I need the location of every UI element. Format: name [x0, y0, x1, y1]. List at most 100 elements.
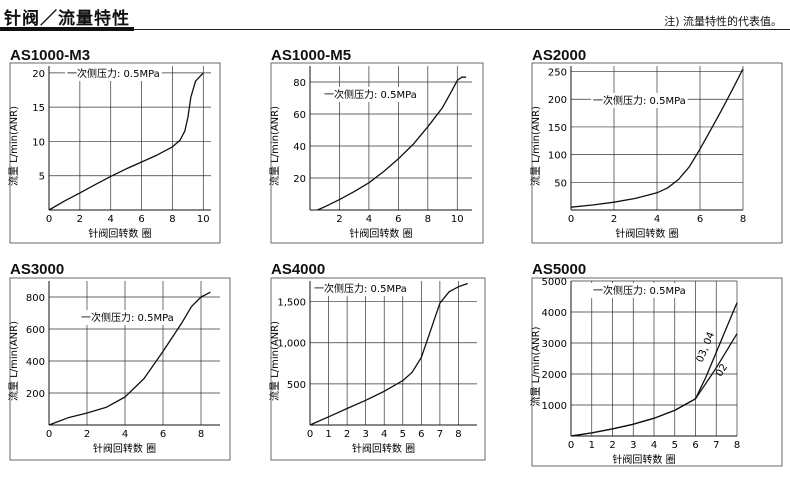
x-tick-label: 8: [734, 440, 740, 451]
x-tick-label: 8: [740, 214, 746, 225]
x-tick-label: 1: [325, 429, 331, 440]
x-tick-label: 0: [46, 429, 52, 440]
x-tick-label: 6: [697, 214, 703, 225]
x-tick-label: 10: [197, 214, 210, 225]
y-tick-label: 400: [26, 357, 45, 368]
x-axis-label: 针阀回转数 圈: [612, 453, 675, 466]
series-line: [48, 291, 211, 426]
annotation-bg: [591, 93, 688, 108]
x-tick-label: 4: [366, 214, 372, 225]
y-tick-label: 60: [293, 110, 306, 121]
chart-frame: [9, 62, 221, 244]
y-tick-label: 2000: [542, 370, 567, 381]
series-line: [317, 76, 467, 211]
y-tick-label: 600: [26, 325, 45, 336]
y-tick-label: 5: [39, 172, 45, 183]
chart-4: 0 1 2 3 4 5 6 7 8 500 1,000 1,500 针阀回转数 圈 流量 L/min(AN…: [268, 277, 486, 461]
x-tick-label: 4: [381, 429, 387, 440]
x-tick-label: 2: [609, 440, 615, 451]
x-tick-label: 6: [160, 429, 166, 440]
chart-title-as1000-m3: AS1000-M3: [10, 47, 91, 64]
annotation-pressure: 一次侧压力: 0.5MPa: [81, 311, 174, 324]
annotation-bg: [65, 66, 162, 81]
x-axis-label: 针阀回转数 圈: [352, 442, 415, 455]
x-tick-label: 5: [672, 440, 678, 451]
annotation-bg: [79, 310, 176, 325]
y-axis-label: 流量 L/min(ANR): [268, 106, 281, 186]
x-tick-label: 8: [198, 429, 204, 440]
x-tick-label: 5: [400, 429, 406, 440]
chart-frame: [531, 277, 783, 467]
y-tick-label: 150: [548, 123, 567, 134]
x-tick-label: 8: [425, 214, 431, 225]
chart-title-as1000-m5: AS1000-M5: [271, 47, 352, 64]
x-tick-label: 2: [611, 214, 617, 225]
x-axis-label: 针阀回转数 圈: [88, 227, 151, 240]
x-tick-label: 4: [654, 214, 660, 225]
x-tick-label: 2: [77, 214, 83, 225]
annotation-pressure: 一次侧压力: 0.5MPa: [593, 94, 686, 107]
annotation-pressure: 一次侧压力: 0.5MPa: [324, 88, 417, 101]
chart-3: 0 2 4 6 8 200 400 600 800 针阀回转数 圈 流量 L/min(ANR) 一次侧…: [7, 277, 231, 461]
chart-frame: [270, 277, 486, 461]
y-tick-label: 250: [548, 68, 567, 79]
series-line: [48, 72, 204, 211]
x-tick-label: 2: [344, 429, 350, 440]
series-line: [570, 333, 738, 437]
y-tick-label: 4000: [542, 308, 567, 319]
page-note: 注) 流量特性的代表值。: [664, 15, 782, 28]
x-tick-label: 7: [713, 440, 719, 451]
x-tick-label: 10: [451, 214, 464, 225]
x-axis-label: 针阀回转数 圈: [615, 227, 678, 240]
chart-1: 2 4 6 8 10 20 40 60 80 针阀回转数 圈 流量 L/min(ANR) 一次侧压力:…: [268, 62, 484, 244]
series-line: [570, 68, 744, 208]
y-axis-label: 流量 L/min(ANR): [529, 326, 542, 406]
x-tick-label: 0: [46, 214, 52, 225]
x-axis-label: 针阀回转数 圈: [349, 227, 412, 240]
y-axis-label: 流量 L/min(ANR): [7, 321, 20, 401]
series-line: [309, 282, 468, 426]
chart-title-as3000: AS3000: [10, 261, 65, 278]
y-tick-label: 200: [26, 389, 45, 400]
annotation-pressure: 一次侧压力: 0.5MPa: [593, 284, 686, 297]
x-tick-label: 6: [395, 214, 401, 225]
x-tick-label: 0: [568, 440, 574, 451]
y-tick-label: 800: [26, 293, 45, 304]
page-title: 针阀／流量特性: [4, 9, 130, 29]
y-axis-label: 流量 L/min(ANR): [7, 106, 20, 186]
x-tick-label: 3: [362, 429, 368, 440]
title-rule: [0, 29, 790, 30]
annotation-pressure: 一次侧压力: 0.5MPa: [67, 67, 160, 80]
x-tick-label: 4: [122, 429, 128, 440]
y-tick-label: 20: [32, 69, 45, 80]
y-tick-label: 1,000: [277, 339, 306, 350]
y-tick-label: 50: [554, 178, 567, 189]
x-tick-label: 1: [589, 440, 595, 451]
y-tick-label: 200: [548, 95, 567, 106]
y-tick-label: 80: [293, 78, 306, 89]
chart-frame: [531, 62, 783, 244]
annotation-bg: [591, 283, 688, 298]
y-tick-label: 15: [32, 103, 45, 114]
chart-frame: [270, 62, 484, 244]
x-tick-label: 0: [568, 214, 574, 225]
x-tick-label: 6: [418, 429, 424, 440]
x-tick-label: 7: [437, 429, 443, 440]
y-tick-label: 20: [293, 174, 306, 185]
y-axis-label: 流量 L/min(ANR): [529, 106, 542, 186]
x-tick-label: 3: [630, 440, 636, 451]
chart-0: 0 2 4 6 8 10 5 10 15 20 针阀回转数 圈 流量 L/min(ANR) 一次侧压力:…: [7, 62, 221, 244]
y-tick-label: 100: [548, 151, 567, 162]
y-tick-label: 40: [293, 142, 306, 153]
x-axis-label: 针阀回转数 圈: [93, 442, 156, 455]
y-axis-label: 流量 L/min(ANR): [268, 321, 281, 401]
y-tick-label: 5000: [542, 277, 567, 288]
title-underline: [0, 27, 134, 31]
x-tick-label: 2: [336, 214, 342, 225]
x-tick-label: 6: [692, 440, 698, 451]
y-tick-label: 10: [32, 137, 45, 148]
chart-2: 0 2 4 6 8 50 100 150 200 250 针阀回转数 圈 流量 L/min(ANR) 一…: [529, 62, 783, 244]
x-tick-label: 2: [84, 429, 90, 440]
y-tick-label: 3000: [542, 339, 567, 350]
